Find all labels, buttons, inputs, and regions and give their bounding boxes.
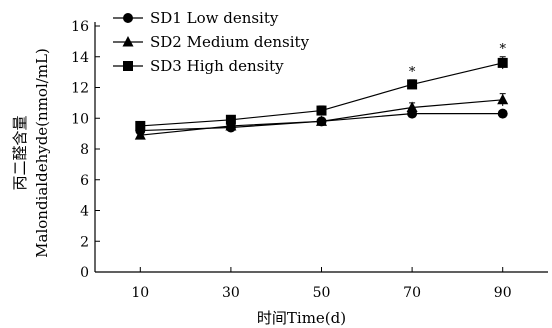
y-axis-label-english: Malondialdehyde(nmol/mL) bbox=[33, 48, 51, 258]
series-2 bbox=[134, 93, 509, 140]
y-tick-label: 0 bbox=[80, 265, 89, 281]
x-tick-label: 30 bbox=[222, 285, 240, 301]
y-tick-label: 10 bbox=[71, 111, 89, 127]
y-axis-label-chinese: 丙二醛含量 bbox=[11, 115, 29, 190]
data-point-triangle bbox=[316, 115, 327, 126]
x-axis-label: 时间Time(d) bbox=[257, 309, 346, 327]
y-tick-label: 8 bbox=[80, 142, 89, 158]
legend-item: SD1 Low density bbox=[113, 9, 279, 27]
x-tick-label: 10 bbox=[131, 285, 149, 301]
significance-star: * bbox=[409, 65, 416, 80]
y-axis-ticks: 0 2 4 6 8 10 12 14 16 bbox=[71, 19, 100, 281]
x-tick-label: 90 bbox=[494, 285, 512, 301]
legend-label: SD1 Low density bbox=[150, 9, 279, 27]
y-tick-label: 14 bbox=[71, 50, 89, 66]
data-point-square bbox=[497, 57, 508, 68]
legend-label: SD2 Medium density bbox=[150, 33, 310, 51]
data-point-square bbox=[123, 61, 133, 71]
data-point-triangle bbox=[497, 93, 509, 105]
data-point-circle bbox=[123, 13, 133, 23]
axes bbox=[94, 22, 548, 273]
data-point-square bbox=[316, 105, 327, 116]
x-axis-ticks: 10 30 50 70 90 bbox=[131, 267, 512, 301]
y-tick-label: 16 bbox=[71, 19, 89, 35]
data-point-triangle bbox=[122, 36, 134, 47]
x-tick-label: 70 bbox=[403, 285, 421, 301]
series-3 bbox=[135, 56, 508, 131]
data-point-triangle bbox=[406, 101, 418, 112]
y-tick-label: 4 bbox=[80, 204, 89, 220]
y-tick-label: 12 bbox=[71, 81, 89, 97]
data-point-square bbox=[407, 79, 418, 90]
data-point-triangle bbox=[225, 119, 237, 131]
data-point-square bbox=[135, 120, 146, 131]
legend-item: SD3 High density bbox=[113, 57, 284, 75]
legend-label: SD3 High density bbox=[150, 57, 284, 75]
y-tick-label: 6 bbox=[80, 173, 89, 189]
data-point-circle bbox=[497, 108, 508, 119]
significance-star: * bbox=[499, 42, 506, 57]
significance-annotations: ** bbox=[409, 42, 507, 80]
data-point-square bbox=[225, 114, 236, 125]
data-series bbox=[134, 56, 509, 140]
legend: SD1 Low density SD2 Medium density SD3 Hig… bbox=[113, 9, 310, 75]
legend-item: SD2 Medium density bbox=[113, 33, 310, 51]
x-tick-label: 50 bbox=[313, 285, 331, 301]
data-point-triangle bbox=[134, 129, 146, 140]
y-tick-label: 2 bbox=[80, 234, 89, 250]
